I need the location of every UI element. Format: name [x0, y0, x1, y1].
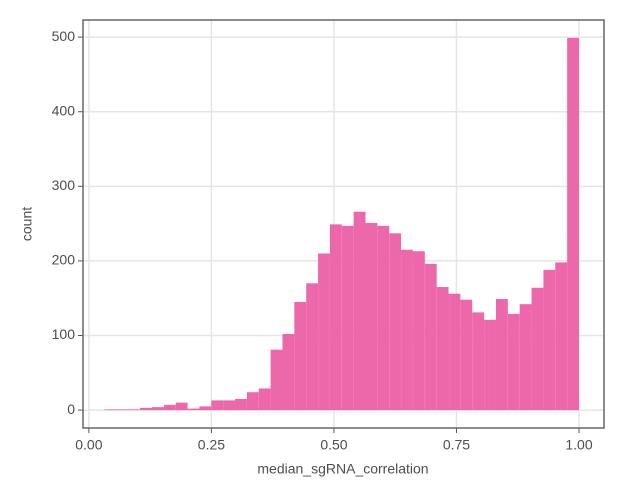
bar — [460, 299, 473, 411]
bar — [555, 262, 568, 411]
y-tick-label: 400 — [52, 102, 76, 118]
bar — [258, 388, 271, 411]
bar — [353, 211, 366, 411]
bar — [306, 283, 319, 411]
bar — [531, 287, 544, 411]
x-tick-label: 0.75 — [443, 437, 470, 453]
x-tick-label: 0.50 — [320, 437, 347, 453]
bar — [246, 392, 259, 411]
bar — [389, 233, 402, 411]
bar — [223, 400, 236, 411]
y-tick-label: 200 — [52, 252, 76, 268]
bar — [377, 225, 390, 411]
bar — [448, 293, 461, 411]
bar — [472, 312, 485, 411]
y-tick-label: 300 — [52, 177, 76, 193]
bar — [104, 409, 117, 411]
bar — [282, 334, 295, 411]
x-tick-label: 1.00 — [565, 437, 592, 453]
bar — [163, 404, 176, 411]
bar — [140, 407, 153, 411]
y-tick-label: 100 — [52, 326, 76, 342]
bar — [436, 287, 449, 411]
x-tick-label: 0.00 — [75, 437, 102, 453]
x-axis-label: median_sgRNA_correlation — [257, 461, 428, 477]
y-tick-label: 0 — [67, 401, 75, 417]
bar — [567, 37, 580, 411]
bar — [318, 253, 330, 411]
bar — [187, 408, 200, 411]
bar — [199, 406, 212, 411]
bar — [211, 400, 224, 411]
plot-frame — [82, 19, 605, 429]
x-tick-label: 0.25 — [198, 437, 225, 453]
bar — [341, 225, 354, 411]
bar — [401, 249, 413, 411]
bar — [329, 224, 342, 411]
bar — [424, 263, 437, 411]
bar — [116, 409, 129, 411]
bar — [235, 398, 247, 411]
bar — [543, 269, 556, 411]
bar — [507, 313, 520, 411]
bar — [495, 298, 508, 411]
y-axis-label: count — [19, 207, 35, 241]
bar — [519, 304, 532, 411]
bar — [365, 222, 378, 411]
y-tick-label: 500 — [52, 28, 76, 44]
bar — [412, 251, 425, 411]
bar — [294, 301, 307, 411]
bar — [152, 407, 164, 411]
bar — [175, 402, 188, 411]
bar — [270, 349, 283, 411]
bar — [128, 409, 141, 411]
bar — [484, 319, 496, 411]
